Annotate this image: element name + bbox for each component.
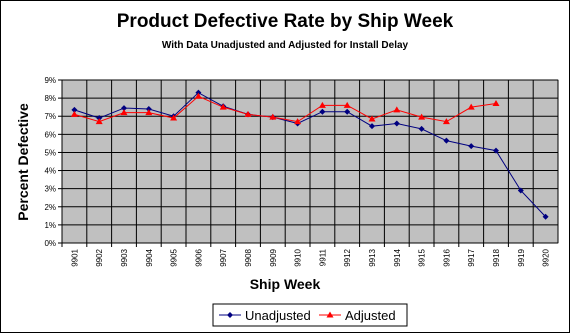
marker xyxy=(319,108,326,115)
marker xyxy=(418,113,426,120)
x-tick-label: 9911 xyxy=(318,248,327,266)
marker xyxy=(343,101,351,108)
y-tick-label: 1% xyxy=(44,221,56,230)
x-tick-label: 9906 xyxy=(194,248,203,266)
marker xyxy=(294,118,302,125)
marker xyxy=(70,110,78,117)
x-tick-label: 9920 xyxy=(542,248,551,266)
x-tick-label: 9914 xyxy=(393,248,402,266)
x-tick-label: 9909 xyxy=(269,248,278,266)
x-tick-label: 9904 xyxy=(145,248,154,266)
legend-label: Adjusted xyxy=(345,308,396,323)
marker xyxy=(145,109,153,116)
marker xyxy=(269,113,277,120)
marker xyxy=(195,89,202,96)
x-tick-label: 9901 xyxy=(70,248,79,266)
y-tick-label: 9% xyxy=(44,76,56,85)
y-tick-label: 2% xyxy=(44,203,56,212)
y-tick-label: 6% xyxy=(44,130,56,139)
x-axis-title: Ship Week xyxy=(250,276,321,292)
legend-label: Unadjusted xyxy=(245,308,311,323)
x-tick-label: 9918 xyxy=(492,248,501,266)
marker xyxy=(468,143,475,150)
x-tick-label: 9907 xyxy=(219,248,228,266)
y-tick-label: 3% xyxy=(44,185,56,194)
x-tick-label: 9917 xyxy=(467,248,476,266)
marker xyxy=(244,110,252,117)
y-tick-label: 7% xyxy=(44,112,56,121)
series-line xyxy=(74,95,497,123)
x-tick-label: 9913 xyxy=(368,248,377,266)
x-tick-label: 9908 xyxy=(244,248,253,266)
marker xyxy=(120,109,128,116)
x-tick-label: 9905 xyxy=(170,248,179,266)
marker xyxy=(393,106,401,113)
marker xyxy=(542,213,549,220)
chart-title: Product Defective Rate by Ship Week xyxy=(117,11,454,32)
marker xyxy=(121,105,127,112)
y-axis-title: Percent Defective xyxy=(15,103,31,221)
y-tick-label: 5% xyxy=(44,148,56,157)
marker xyxy=(369,123,375,130)
y-tick-label: 8% xyxy=(44,94,56,103)
x-tick-label: 9902 xyxy=(95,248,104,266)
x-tick-label: 9910 xyxy=(294,248,303,266)
marker xyxy=(219,103,227,110)
marker xyxy=(467,103,475,110)
marker xyxy=(493,147,499,154)
marker xyxy=(442,118,450,125)
marker xyxy=(145,105,152,112)
marker xyxy=(95,118,103,125)
marker xyxy=(443,137,450,144)
x-tick-label: 9912 xyxy=(343,248,352,266)
marker xyxy=(368,115,376,122)
x-tick-label: 9903 xyxy=(120,248,129,266)
y-tick-label: 4% xyxy=(44,167,56,176)
marker xyxy=(96,115,103,122)
marker xyxy=(194,92,202,99)
marker xyxy=(318,101,326,108)
marker xyxy=(517,187,524,194)
x-tick-label: 9919 xyxy=(517,248,526,266)
x-tick-label: 9916 xyxy=(442,248,451,266)
x-tick-label: 9915 xyxy=(418,248,427,266)
marker xyxy=(170,114,178,121)
marker xyxy=(227,312,233,318)
y-tick-label: 0% xyxy=(44,239,56,248)
marker xyxy=(393,120,400,127)
legend xyxy=(212,303,408,327)
marker xyxy=(418,125,425,132)
chart-subtitle: With Data Unadjusted and Adjusted for In… xyxy=(162,40,409,51)
marker xyxy=(492,100,500,107)
series-line xyxy=(74,92,546,218)
marker xyxy=(326,311,334,318)
marker xyxy=(344,108,351,115)
marker xyxy=(71,106,78,113)
